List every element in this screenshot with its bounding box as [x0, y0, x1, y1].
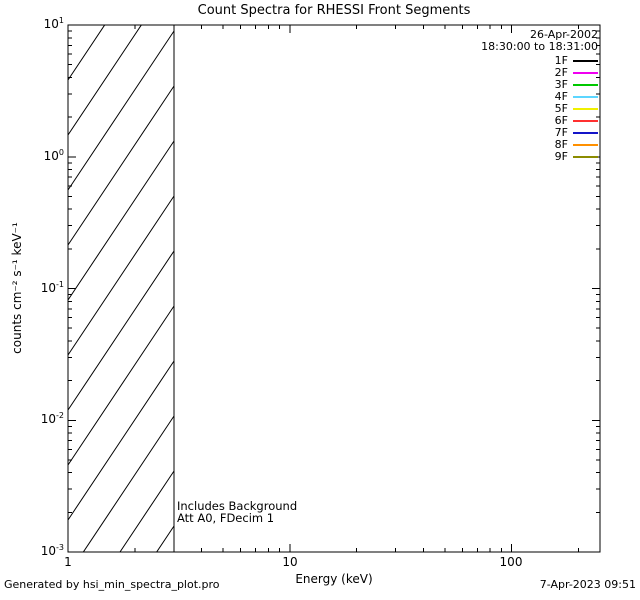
legend-entry-color-line	[573, 60, 598, 62]
annotation-attenuator-state: Att A0, FDecim 1	[177, 511, 275, 525]
tick-base: 10	[40, 544, 57, 558]
legend-entry-label: 8F	[554, 138, 568, 151]
legend-entry-1f: 1F	[481, 55, 598, 67]
legend-date: 26-Apr-2002	[529, 28, 598, 41]
legend-entry-6f: 6F	[481, 115, 598, 127]
tick-exp: -1	[56, 280, 64, 289]
y-tick-label-10e-3: 10-3	[26, 544, 64, 559]
legend-entry-9f: 9F	[481, 151, 598, 163]
footer-generated-by: Generated by hsi_min_spectra_plot.pro	[4, 578, 220, 591]
legend-entry-label: 6F	[554, 114, 568, 127]
tick-exp: -2	[56, 411, 64, 420]
y-tick-label-10e-1: 10-1	[26, 281, 64, 296]
legend-entry-color-line	[573, 96, 598, 98]
chart-title: Count Spectra for RHESSI Front Segments	[197, 3, 471, 18]
footer-timestamp: 7-Apr-2023 09:51	[539, 578, 636, 591]
y-tick-label-10e0: 100	[26, 149, 64, 164]
x-tick-label-100: 100	[499, 555, 523, 569]
tick-base: 10	[43, 149, 59, 163]
legend-time-range: 18:30:00 to 18:31:00	[481, 40, 598, 53]
legend-entry-color-line	[573, 144, 598, 146]
tick-base: 10	[40, 281, 57, 295]
legend-entry-5f: 5F	[481, 103, 598, 115]
tick-base: 10	[43, 17, 59, 31]
legend-entry-label: 1F	[554, 54, 568, 67]
legend-entries: 1F 2F 3F 4F 5F 6F 7F 8F 9F	[481, 55, 598, 163]
legend-entry-label: 2F	[554, 66, 568, 79]
legend-entry-color-line	[573, 156, 598, 158]
x-tick-label-10: 10	[282, 555, 298, 569]
legend-entry-label: 5F	[554, 102, 568, 115]
y-axis-label: counts cm⁻² s⁻¹ keV⁻¹	[10, 222, 24, 354]
legend-entry-label: 7F	[554, 126, 568, 139]
y-tick-label-10e1: 101	[26, 17, 64, 32]
legend-entry-4f: 4F	[481, 91, 598, 103]
legend-entry-2f: 2F	[481, 67, 598, 79]
legend-entry-8f: 8F	[481, 139, 598, 151]
legend: 26-Apr-2002 18:30:00 to 18:31:00 1F 2F 3F 4…	[481, 29, 598, 163]
tick-exp: -3	[56, 543, 64, 552]
legend-entry-3f: 3F	[481, 79, 598, 91]
legend-entry-color-line	[573, 132, 598, 134]
legend-entry-7f: 7F	[481, 127, 598, 139]
legend-entry-color-line	[573, 84, 598, 86]
y-tick-label-10e-2: 10-2	[26, 412, 64, 427]
tick-exp: 1	[58, 16, 64, 25]
tick-exp: 0	[58, 148, 64, 157]
legend-entry-label: 9F	[554, 150, 568, 163]
legend-entry-color-line	[573, 72, 598, 74]
x-tick-label-1: 1	[64, 555, 72, 569]
legend-entry-color-line	[573, 108, 598, 110]
legend-entry-label: 3F	[554, 78, 568, 91]
legend-entry-color-line	[573, 120, 598, 122]
x-axis-label: Energy (keV)	[295, 572, 373, 586]
annotation-includes-background: Includes Background	[177, 499, 298, 513]
legend-entry-label: 4F	[554, 90, 568, 103]
tick-base: 10	[40, 412, 57, 426]
